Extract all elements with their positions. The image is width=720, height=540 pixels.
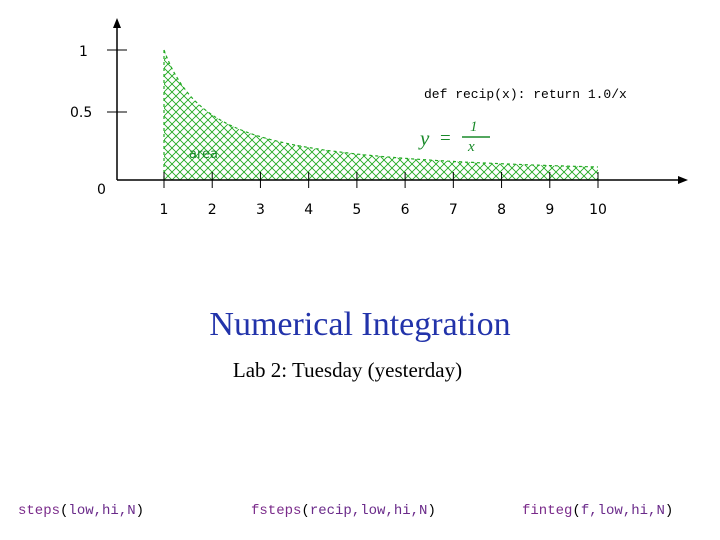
area-label: area	[189, 147, 218, 162]
x-tick-label-10: 10	[589, 202, 607, 218]
close-paren: )	[664, 503, 674, 519]
x-tick-label-9: 9	[545, 202, 554, 218]
function-name: finteg	[522, 503, 573, 519]
y-axis	[107, 18, 127, 180]
function-args: f,low,hi,N	[580, 503, 665, 519]
formula: y = 1 x	[418, 119, 490, 155]
function-args: low,hi,N	[68, 503, 136, 519]
slide-subtitle: Lab 2: Tuesday (yesterday)	[232, 358, 463, 382]
open-paren: (	[60, 503, 69, 519]
slide-title: Numerical Integration	[209, 306, 511, 343]
x-tick-label-3: 3	[256, 202, 265, 218]
y-tick-label-0-5: 0.5	[70, 105, 92, 121]
area-under-curve	[164, 50, 598, 180]
formula-y: y	[418, 126, 430, 150]
formula-denominator: x	[467, 139, 475, 155]
x-tick-label-4: 4	[304, 202, 313, 218]
open-paren: (	[301, 503, 310, 519]
function-name: steps	[18, 503, 61, 519]
x-tick-label-6: 6	[401, 202, 410, 218]
y-tick-label-1: 1	[79, 44, 88, 60]
function-definition: def recip(x): return 1.0/x	[424, 87, 627, 102]
x-axis	[117, 172, 688, 188]
formula-equals: =	[440, 128, 451, 149]
close-paren: )	[427, 503, 436, 519]
function-args: recip,low,hi,N	[309, 503, 428, 519]
x-tick-label-7: 7	[449, 202, 458, 218]
finteg-function: finteg(f,low,hi,N)	[522, 503, 673, 519]
x-tick-label-2: 2	[208, 202, 217, 218]
steps-function: steps(low,hi,N)	[18, 503, 144, 519]
x-tick-label-8: 8	[497, 202, 506, 218]
integration-plot: 1 0.5 0 1 2 3 4 5 6 7 8 9 10 def recip(x): return…	[70, 18, 688, 218]
y-tick-label-0: 0	[97, 182, 106, 198]
function-name: fsteps	[251, 503, 302, 519]
recip-curve	[163, 49, 599, 168]
x-tick-label-1: 1	[160, 202, 169, 218]
close-paren: )	[135, 503, 145, 519]
x-tick-label-5: 5	[352, 202, 361, 218]
formula-numerator: 1	[470, 119, 478, 135]
open-paren: (	[572, 503, 581, 519]
fsteps-function: fsteps(recip,low,hi,N)	[251, 503, 436, 519]
